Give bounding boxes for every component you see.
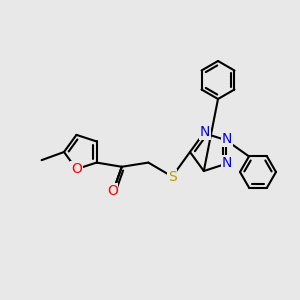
Text: N: N [200, 125, 210, 139]
Text: O: O [71, 162, 82, 176]
Text: N: N [222, 156, 232, 170]
Text: S: S [168, 169, 176, 184]
Text: N: N [222, 132, 232, 146]
Text: O: O [107, 184, 118, 198]
